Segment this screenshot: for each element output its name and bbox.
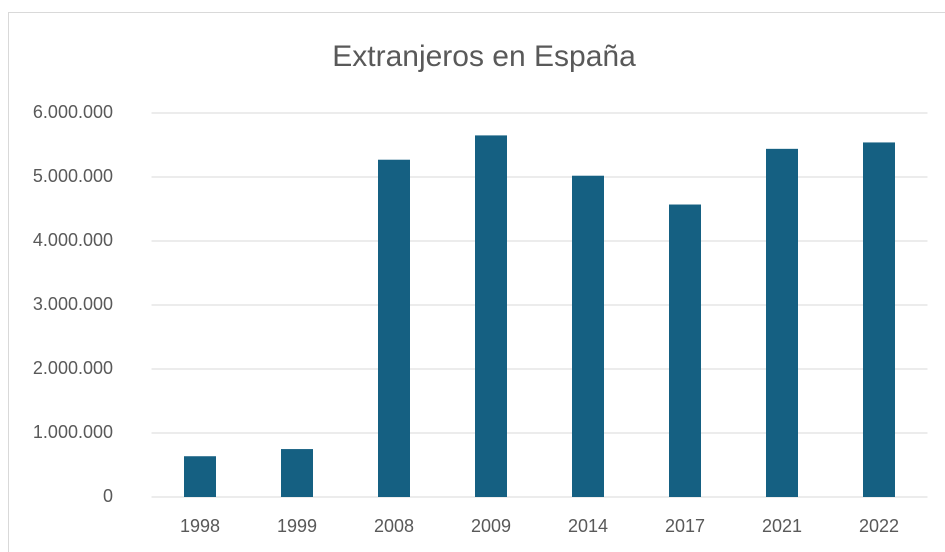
x-tick-label: 2021	[762, 516, 802, 536]
y-tick-label: 3.000.000	[33, 294, 113, 314]
y-tick-label: 6.000.000	[33, 102, 113, 122]
x-tick-label: 1999	[277, 516, 317, 536]
x-tick-label: 2022	[859, 516, 899, 536]
bar	[766, 148, 798, 497]
y-tick-label: 2.000.000	[33, 358, 113, 378]
y-tick-label: 1.000.000	[33, 422, 113, 442]
y-tick-label: 5.000.000	[33, 166, 113, 186]
x-tick-label: 2017	[665, 516, 705, 536]
bar	[184, 456, 216, 497]
bar	[863, 142, 895, 497]
bar	[572, 175, 604, 497]
bar	[669, 204, 701, 497]
y-tick-label: 0	[103, 486, 113, 506]
x-tick-label: 2009	[471, 516, 511, 536]
y-tick-label: 4.000.000	[33, 230, 113, 250]
x-tick-label: 2008	[374, 516, 414, 536]
bar	[281, 449, 313, 497]
bar	[378, 159, 410, 497]
x-tick-label: 2014	[568, 516, 608, 536]
chart-title: Extranjeros en España	[332, 40, 636, 73]
x-tick-label: 1998	[180, 516, 220, 536]
bar	[475, 135, 507, 497]
